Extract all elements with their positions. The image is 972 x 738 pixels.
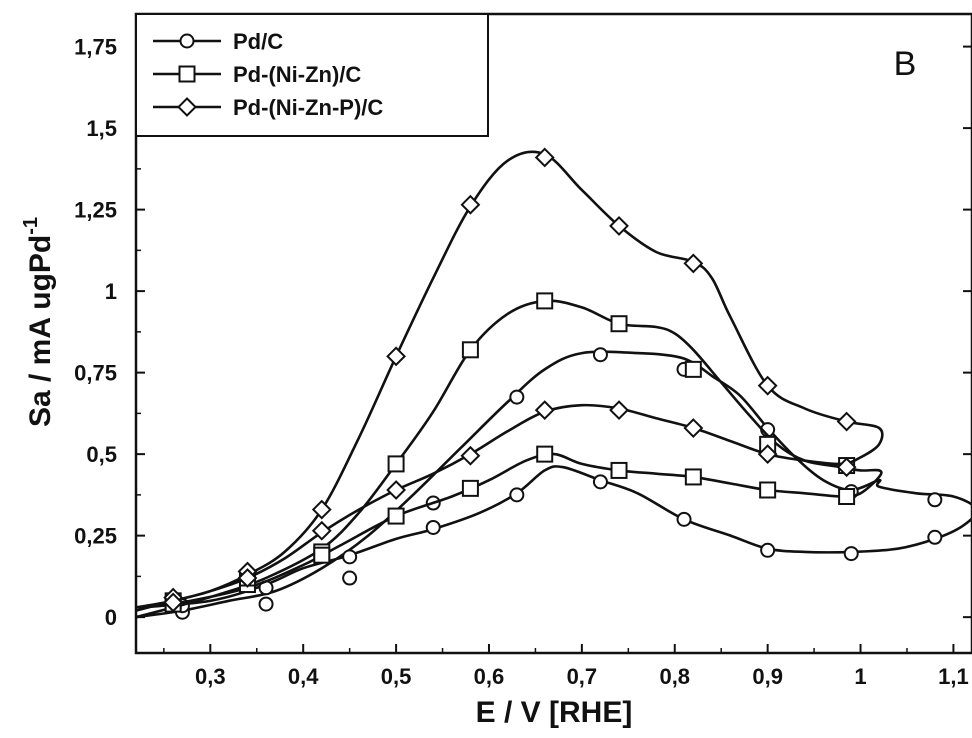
- circle-marker-0-17: [342, 549, 358, 565]
- legend: Pd/C Pd-(Ni-Zn)/C Pd-(Ni-Zn-P)/C: [135, 13, 489, 137]
- series-line-1: [135, 299, 883, 619]
- diamond-marker-2-5: [534, 147, 555, 168]
- x-tick-label-4: 0,7: [567, 664, 598, 689]
- legend-item-1: Pd-(Ni-Zn)/C: [153, 62, 361, 87]
- square-marker-1-11: [759, 481, 777, 499]
- circle-marker-0-11: [843, 546, 859, 562]
- legend-item-0: Pd/C: [153, 29, 283, 54]
- series-2: [135, 147, 884, 613]
- square-marker-1-7: [684, 360, 702, 378]
- square-marker-1-17: [313, 546, 331, 564]
- y-tick-label-6: 1,5: [86, 116, 117, 141]
- diamond-marker-2-17: [311, 520, 332, 541]
- diamond-marker-2-13: [609, 400, 629, 421]
- y-axis-title-sup: -1: [20, 217, 42, 235]
- square-marker-1-12: [684, 468, 702, 486]
- svg-text:Sa / mA ugPd-1: Sa / mA ugPd-1: [20, 217, 57, 427]
- circle-marker-0-12: [760, 542, 776, 558]
- y-axis-title-main: Sa / mA ugPd: [24, 235, 57, 427]
- diamond-marker-2-12: [683, 418, 704, 438]
- square-marker-1-3: [387, 455, 405, 473]
- circle-marker-0-4: [509, 389, 525, 405]
- legend-label-2: Pd-(Ni-Zn-P)/C: [233, 95, 383, 120]
- square-marker-1-6: [610, 315, 628, 333]
- plot-frame: [134, 12, 972, 655]
- x-tick-label-6: 0,9: [752, 664, 783, 689]
- diamond-marker-2-4: [460, 194, 481, 215]
- square-marker-1-4: [461, 341, 479, 359]
- diamond-marker-2-10: [836, 457, 857, 478]
- y-tick-label-3: 0,75: [74, 361, 117, 386]
- legend-label-1: Pd-(Ni-Zn)/C: [233, 62, 361, 87]
- diamond-marker-2-9: [836, 411, 857, 432]
- legend-label-0: Pd/C: [233, 29, 283, 54]
- legend-diamond-marker: [177, 97, 197, 117]
- axis-ticks: [136, 45, 972, 653]
- y-tick-label-5: 1,25: [74, 198, 117, 223]
- x-tick-label-8: 1,1: [938, 664, 969, 689]
- y-tick-label-7: 1,75: [74, 35, 117, 60]
- y-tick-label-4: 1: [105, 279, 117, 304]
- circle-marker-0-5: [592, 347, 608, 363]
- x-tick-label-7: 1: [854, 664, 866, 689]
- series-layer: [135, 147, 972, 620]
- circle-marker-0-2: [342, 570, 358, 586]
- tick-labels: 0,3 0,4 0,5 0,6 0,7 0,8 0,9 1 1,1 0 0,25 0,5 0,75 1 1,…: [74, 35, 969, 689]
- circle-marker-0-16: [425, 519, 441, 535]
- series-line-0: [135, 350, 972, 619]
- diamond-marker-2-14: [534, 400, 555, 421]
- y-tick-label-1: 0,25: [74, 524, 117, 549]
- diamond-marker-2-3: [386, 346, 407, 367]
- legend-square-marker: [178, 65, 196, 83]
- diamond-marker-2-8: [757, 375, 778, 396]
- square-marker-1-16: [387, 507, 405, 525]
- y-tick-label-2: 0,5: [86, 442, 117, 467]
- diamond-marker-2-2: [311, 499, 332, 520]
- square-marker-1-13: [610, 461, 628, 479]
- y-axis-title: Sa / mA ugPd-1: [20, 217, 57, 427]
- x-tick-label-0: 0,3: [195, 664, 226, 689]
- diamond-marker-2-11: [757, 444, 778, 465]
- circle-marker-0-1: [258, 596, 274, 612]
- square-marker-1-14: [536, 445, 554, 463]
- legend-item-2: Pd-(Ni-Zn-P)/C: [153, 95, 383, 120]
- diamond-marker-2-19: [163, 592, 184, 613]
- x-tick-label-2: 0,5: [381, 664, 412, 689]
- diamond-marker-2-7: [683, 253, 704, 274]
- x-tick-label-5: 0,8: [659, 664, 690, 689]
- diamond-marker-2-16: [386, 480, 407, 500]
- legend-circle-marker: [179, 33, 195, 49]
- y-tick-label-0: 0: [105, 605, 117, 630]
- circle-marker-0-13: [676, 511, 692, 527]
- series-0: [135, 347, 972, 620]
- square-marker-1-5: [536, 292, 554, 310]
- square-marker-1-15: [461, 479, 479, 497]
- x-tick-label-1: 0,4: [288, 664, 319, 689]
- x-tick-label-3: 0,6: [474, 664, 505, 689]
- diamond-marker-2-18: [237, 568, 258, 588]
- x-axis-title: E / V [RHE]: [476, 696, 633, 729]
- panel-label: B: [894, 45, 917, 83]
- circle-marker-0-10: [927, 529, 943, 545]
- diamond-marker-2-15: [460, 445, 481, 466]
- legend-items: Pd/C Pd-(Ni-Zn)/C Pd-(Ni-Zn-P)/C: [153, 29, 383, 120]
- square-marker-1-10: [838, 488, 856, 506]
- circle-marker-0-14: [592, 474, 608, 490]
- circle-marker-0-15: [509, 487, 525, 503]
- circle-marker-0-9: [927, 492, 943, 508]
- diamond-marker-2-6: [609, 215, 629, 236]
